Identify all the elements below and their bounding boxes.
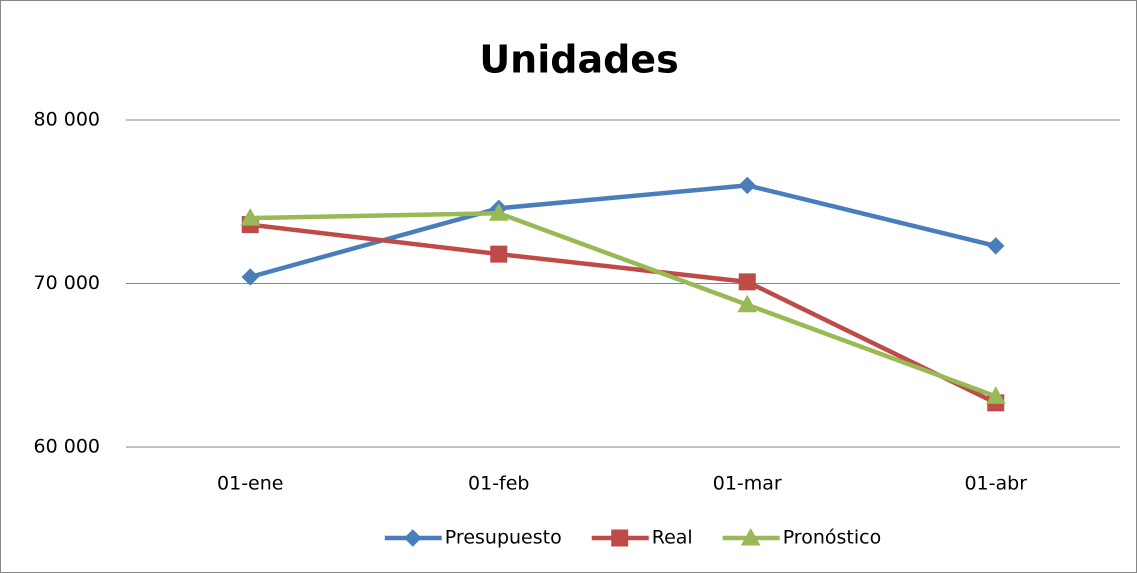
marker: [241, 268, 259, 286]
series-line: [249, 222, 997, 405]
marker: [611, 529, 629, 547]
legend-label: Real: [652, 527, 693, 549]
chart-title: Unidades: [479, 38, 678, 82]
x-tick-label: 01-feb: [468, 473, 529, 495]
marker: [737, 294, 758, 313]
marker: [488, 203, 509, 221]
series-line: [249, 183, 997, 280]
marker: [240, 208, 261, 226]
x-tick-label: 01-ene: [217, 473, 283, 495]
marker: [490, 245, 508, 263]
marker: [985, 386, 1006, 404]
series-line: [250, 210, 997, 399]
legend-label: Pronóstico: [783, 527, 882, 549]
marker: [404, 529, 422, 547]
x-tick-label: 01-abr: [964, 473, 1027, 495]
y-tick-label: 70 000: [34, 272, 100, 294]
y-tick-label: 80 000: [34, 109, 100, 131]
legend-label: Presupuesto: [445, 527, 562, 549]
marker: [738, 273, 756, 291]
marker: [740, 527, 761, 546]
marker: [987, 237, 1005, 255]
x-tick-label: 01-mar: [713, 473, 782, 495]
marker: [738, 176, 756, 195]
y-tick-label: 60 000: [34, 436, 100, 458]
